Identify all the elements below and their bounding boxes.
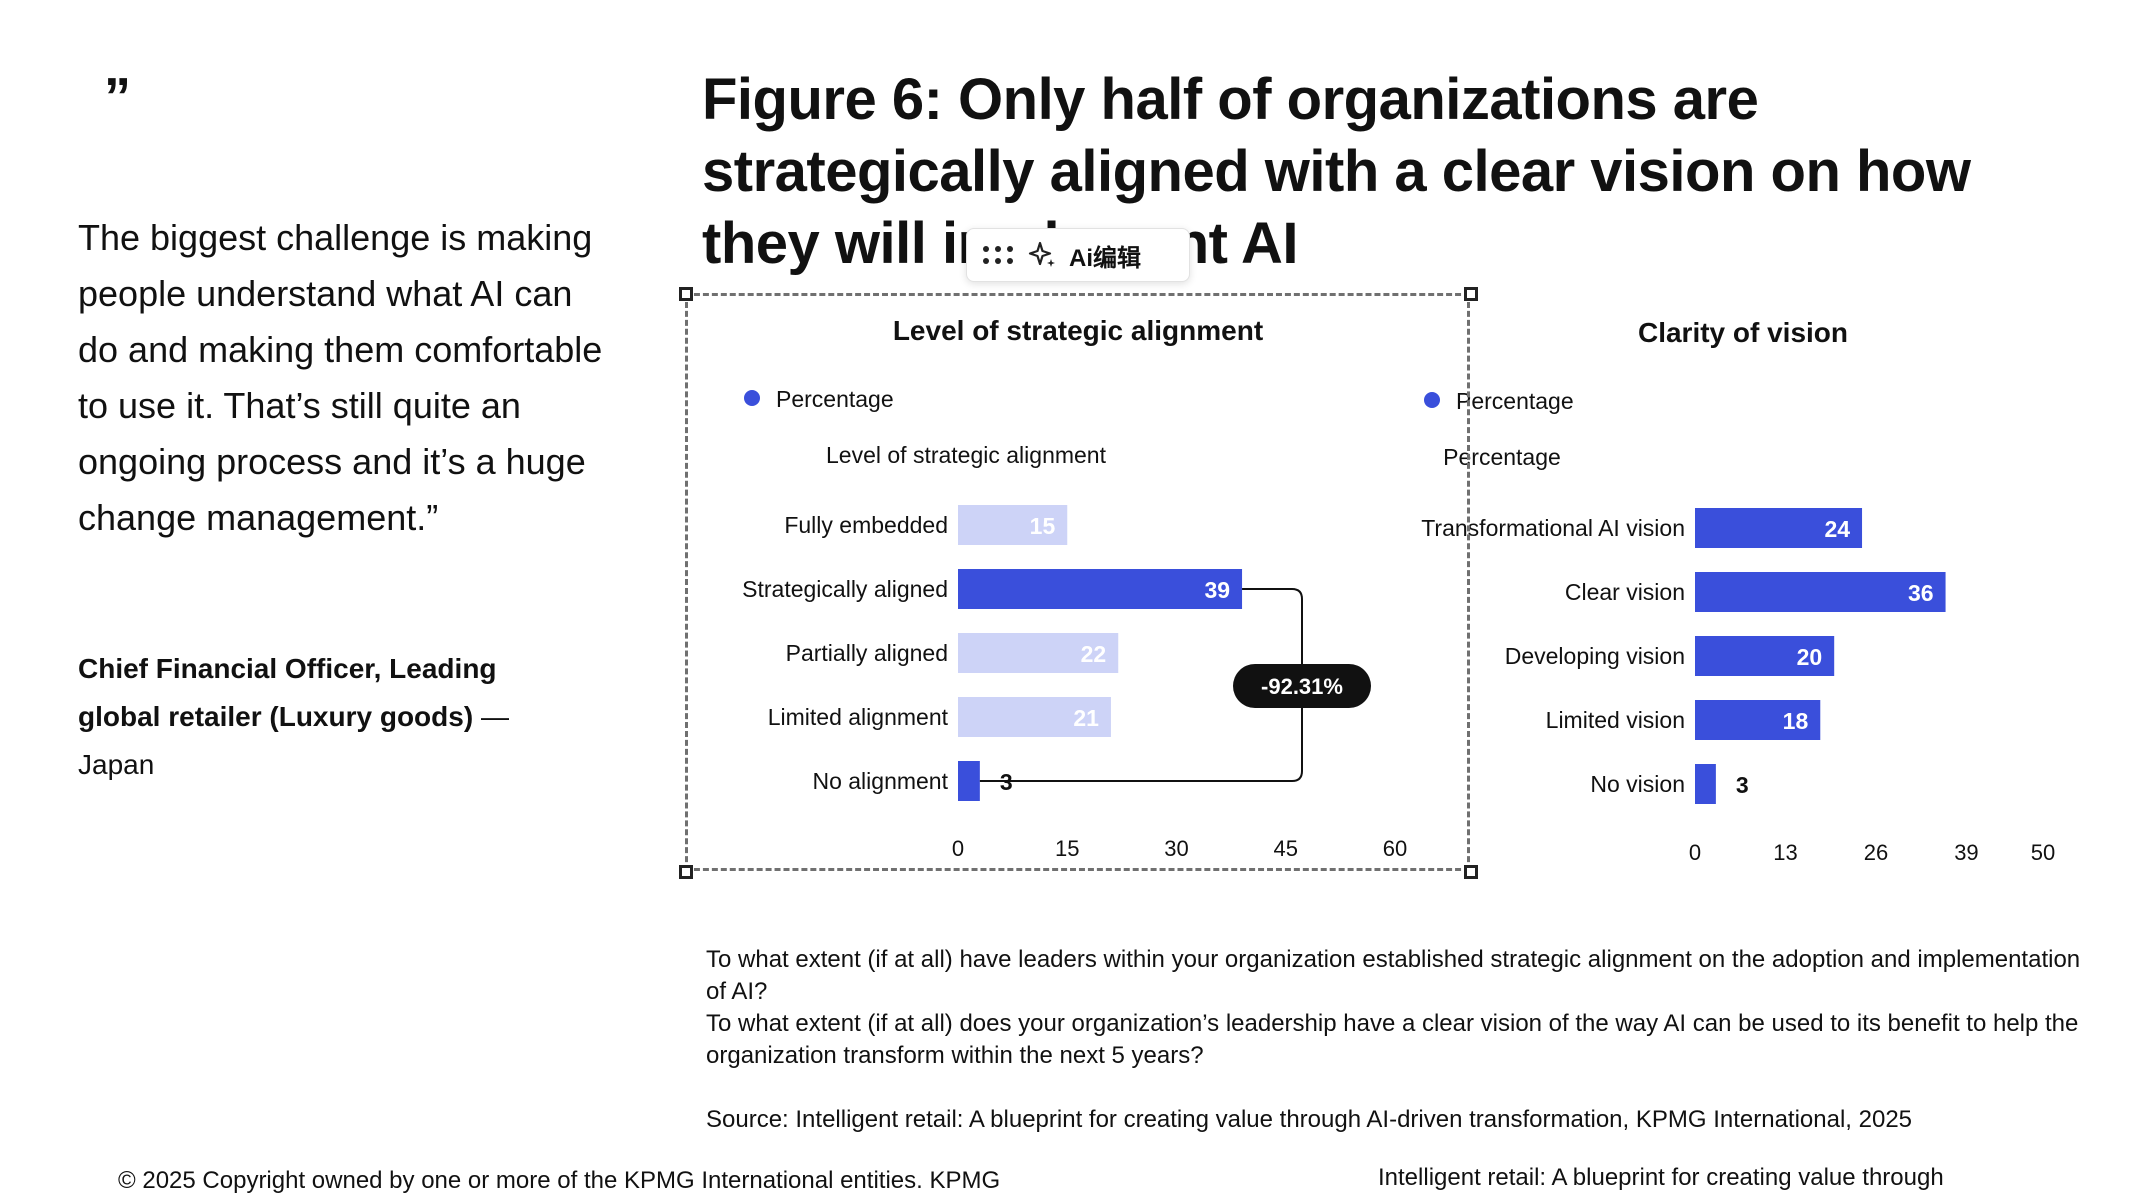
- quote-author-role: Chief Financial Officer, Leading global …: [78, 653, 497, 732]
- bar: [1695, 572, 1946, 612]
- figure-title-line-2: strategically aligned with a clear visio…: [702, 139, 1971, 204]
- bar-value-label: 15: [1030, 513, 1056, 539]
- bar-value-label: 18: [1783, 708, 1809, 734]
- legend-marker: [1424, 392, 1440, 408]
- x-tick-label: 60: [1383, 836, 1407, 861]
- bar-value-label: 24: [1824, 516, 1850, 542]
- survey-questions: To what extent (if at all) have leaders …: [706, 944, 2106, 1072]
- resize-handle-bottom-left[interactable]: [679, 865, 693, 879]
- bar-value-label: 22: [1081, 641, 1107, 667]
- legend-label: Percentage: [776, 386, 894, 412]
- category-label: Limited vision: [1546, 707, 1685, 733]
- quote-author-location: — Japan: [78, 701, 509, 780]
- quote-attribution: Chief Financial Officer, Leading global …: [78, 645, 578, 789]
- quote-text: The biggest challenge is making people u…: [78, 217, 603, 538]
- annotation-badge-text: -92.31%: [1261, 674, 1343, 699]
- bar: [958, 761, 980, 801]
- footer-copyright: © 2025 Copyright owned by one or more of…: [118, 1167, 1001, 1194]
- category-label: No vision: [1590, 771, 1685, 797]
- x-tick-label: 50: [2031, 840, 2055, 865]
- category-axis-label: Level of strategic alignment: [826, 442, 1107, 468]
- chart-title: Clarity of vision: [1638, 317, 1848, 348]
- x-tick-label: 30: [1164, 836, 1188, 861]
- bar-value-label: 20: [1797, 644, 1823, 670]
- x-tick-label: 15: [1055, 836, 1079, 861]
- resize-handle-top-right[interactable]: [1464, 287, 1478, 301]
- x-tick-label: 39: [1954, 840, 1978, 865]
- category-label: Clear vision: [1565, 579, 1685, 605]
- category-label: Developing vision: [1505, 643, 1685, 669]
- x-tick-label: 0: [1689, 840, 1701, 865]
- drag-handle-icon[interactable]: [981, 244, 1015, 266]
- bar-value-label: 36: [1908, 580, 1934, 606]
- chart-title: Level of strategic alignment: [893, 315, 1263, 346]
- bar: [1695, 700, 1821, 740]
- selection-frame[interactable]: [685, 293, 1470, 871]
- bar: [1695, 636, 1835, 676]
- footer-report-title: Intelligent retail: A blueprint for crea…: [1378, 1164, 1944, 1191]
- source-note: Source: Intelligent retail: A blueprint …: [706, 1106, 1913, 1133]
- resize-handle-top-left[interactable]: [679, 287, 693, 301]
- category-label: Strategically aligned: [742, 576, 948, 602]
- x-tick-label: 45: [1274, 836, 1298, 861]
- category-label: Partially aligned: [786, 640, 948, 666]
- bar: [1695, 764, 1716, 804]
- legend-label: Percentage: [1456, 388, 1574, 414]
- sparkle-icon: [1028, 241, 1055, 267]
- category-label: Fully embedded: [784, 512, 948, 538]
- bar-value-label: 3: [1736, 772, 1749, 798]
- legend-marker: [744, 390, 760, 406]
- survey-question-1: To what extent (if at all) have leaders …: [706, 946, 2081, 1005]
- resize-handle-bottom-right[interactable]: [1464, 865, 1478, 879]
- x-tick-label: 0: [952, 836, 964, 861]
- category-label: Transformational AI vision: [1421, 515, 1685, 541]
- category-label: Limited alignment: [768, 704, 949, 730]
- ai-edit-button-label[interactable]: Ai编辑: [1069, 244, 1141, 272]
- bar: [1695, 508, 1863, 548]
- survey-question-2: To what extent (if at all) does your org…: [706, 1010, 2079, 1069]
- chart-clarity-of-vision: Clarity of vision Percentage Percentage Tra…: [1421, 317, 2055, 865]
- bar: [958, 633, 1119, 673]
- chart-strategic-alignment[interactable]: Level of strategic alignment Percentage Le…: [742, 315, 1407, 861]
- quote-mark: ”: [104, 67, 131, 127]
- bar: [958, 505, 1068, 545]
- bar-value-label: 21: [1073, 705, 1099, 731]
- figure-title-line-1: Figure 6: Only half of organizations are: [702, 67, 1759, 132]
- category-label: No alignment: [812, 768, 948, 794]
- bar-value-label: 39: [1204, 577, 1230, 603]
- x-tick-label: 13: [1773, 840, 1797, 865]
- bar: [958, 569, 1243, 609]
- category-axis-label: Percentage: [1443, 444, 1561, 470]
- ai-edit-toolbar[interactable]: Ai编辑: [966, 228, 1190, 282]
- bar: [958, 697, 1111, 737]
- x-tick-label: 26: [1864, 840, 1888, 865]
- annotation-badge: [1233, 664, 1371, 708]
